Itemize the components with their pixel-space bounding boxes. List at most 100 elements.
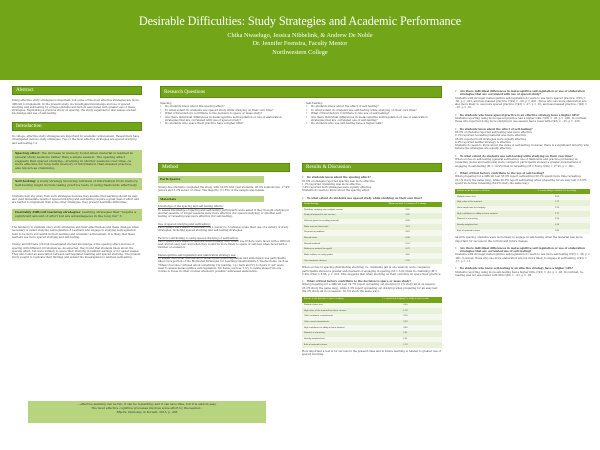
table-header: Factors in the decision to self-test [455,189,524,195]
rq-spacing: Spacing: Do students know about the spac… [160,101,296,127]
intro-paragraph-2: Students may shy away from such strategi… [12,194,139,205]
poster-title: Desirable Difficulties: Study Strategies… [138,14,462,28]
cell: 2.24 [372,241,442,248]
result-text: Students reporting using more self-testi… [455,270,584,277]
rq-item: Do students who use self-testing have a … [306,122,442,127]
rq-spacing-label: Spacing: [160,101,172,105]
spacing-factors-table: Factors in the decision to space studyin… [302,297,442,349]
desirable-term: Desirably difficult learning strategies [15,210,81,215]
bjork-quote: ...effective learning can be fun, it can… [28,401,266,423]
faculty-mentor: Dr. Jennifer Feenstra, Faculty Mentor [252,40,348,48]
cell: 3.30 [368,325,442,332]
cell: Make outlines or study guides [302,252,373,259]
institution: Northwestern College [272,48,328,56]
material-2-title: Use of spaced studying and self-testing: [158,222,211,226]
table-row: A lot of material to learn 1.73 [302,342,442,349]
table-header: Mean use from 1 = never to 5 = always [372,202,442,208]
material-1: Knowledge of the spacing and self-testin… [158,205,290,218]
results-q10: Do students who know self-testing is an … [455,267,590,271]
results-q9: Are there individual differences in meta… [455,247,590,254]
results-q6: Do students know about the effect of sel… [455,128,590,132]
cell: 3.43 [372,230,442,236]
cell: 3.79 [372,247,442,253]
result-text: When scores on self-testing (general sel… [455,158,582,168]
table-row: Material is interesting 2.41 [302,331,442,337]
cell: 3.62 [372,207,442,214]
table-row: Multiple choice test 3.04 [455,194,590,201]
material-3-text: Participants were asked to indicate what… [158,239,290,250]
cell: Other social commitments [302,319,369,326]
rq-item: Are there individual differences in meta… [160,115,296,123]
cell: 1.83 [524,228,590,235]
table-header: 1 = more likely to self-test 5 = less li… [524,189,590,195]
results-q4: Are there individual differences in meta… [455,90,590,97]
cell: High value of the material [455,200,524,206]
table-row: Heavily weighted test 1.61 [302,336,442,343]
cell: High confidence in ability to learn mate… [455,211,524,218]
table-row: Make and use flashcards 3.13 [302,224,442,231]
cell: Material is interesting [455,217,524,223]
rq-item: Do students who space their practice hav… [160,122,296,127]
intro-paragraph-3: The tendency to evaluate one's study str… [12,226,139,239]
quote-line-1: ...effective learning can be fun, it can… [77,402,217,406]
results-q5: Do students who know spaced practice is … [455,114,590,118]
introduction-heading: Introduction [12,121,142,132]
importance-text: How important a test is for success in t… [302,350,441,357]
participants-text: Ninety-five students completed the study… [158,185,290,192]
spacing-effect-definition: Spacing effect: the increase in memory f… [12,149,142,173]
desirable-def: : learning strategies that "require a si… [15,210,137,219]
cell: 4.39 [372,218,442,225]
table-row: Study all material in one session 2.49 [302,213,442,219]
materials-heading: Materials [158,196,264,203]
cell: Have ample time for studying [455,205,524,212]
cell: 3.03 [368,319,442,326]
cell: High confidence in ability to learn mate… [302,325,369,332]
cell: Self-test (practice recalling material) [302,218,373,225]
quote-citation: 3Bjork, Dunlosky, & Kornell, 2013, p. 43… [116,409,178,414]
table-row: Material is interesting 2.20 [455,217,590,223]
cell: Reread textbook [302,241,373,248]
cell: Distribute studying over multiple sessio… [302,207,373,214]
material-2-text: Participants were asked to indicate on a… [158,225,289,233]
cell: 1.73 [368,342,442,349]
material-4-text: To assess individual differences in meta… [158,257,289,274]
cell: 3.40 [368,302,442,309]
table-row: Multiple choice test 3.40 [302,302,442,309]
results-q3: What critical factors contribute to the … [302,280,442,284]
cell: 3.13 [372,224,442,231]
cell: Multiple choice test [455,194,524,201]
result-line: 2.1% reported re-reading material was mo… [455,134,526,138]
result-line: 65.3% of students reported self-testing … [455,130,532,134]
cell: 1.78 [368,308,442,314]
cell: Use mnemonic devices [302,258,373,265]
authors: Chika Nwaelugo, Jessica Nibbelink, & And… [227,32,373,39]
results-q8: What critical factors contribute to the … [455,172,590,176]
table-row: Distribute studying over multiple sessio… [302,207,442,214]
table-row: High confidence in ability to learn mate… [302,325,442,332]
cell: 1.45 [524,222,590,229]
cell: Reread notes [302,235,373,242]
result-text: When preparing for a difficult test 55.8… [455,175,587,185]
result-text: As with spacing, students were more like… [455,236,583,243]
cell: Heavily weighted test [302,336,369,343]
table-row: Use mnemonic devices 2.93 [302,258,442,265]
cell: Make and use flashcards [302,224,373,231]
result-line: Students do seem to know about the value… [455,144,590,151]
cell: Heavily weighted test [455,222,524,229]
cell: 3.19 [368,314,442,320]
material-1-title: Knowledge of the spacing and self-testin… [158,205,224,209]
cell: Study all material in one session [302,213,373,219]
abstract-heading: Abstract [12,86,142,96]
material-2: Use of spaced studying and self-testing:… [158,223,290,233]
selftest-term: Self-testing [15,178,36,183]
cell: Reference material to myself [302,247,373,253]
intro-paragraph-1: In college, effective study strategies a… [12,135,140,145]
cell: 3.65 [372,252,442,259]
table-row: Heavily weighted test 1.45 [455,222,590,229]
spacing-def: : the increase in memory found when mate… [15,150,133,171]
table-header: Factors in the decision to space studyin… [302,297,369,303]
cell: A lot of material to learn [455,228,524,235]
intro-paragraph-4: Susser and McCabe (2013)4 investigated s… [12,243,141,260]
material-4: Metacognitive self-regulation and elabor… [158,254,290,274]
quote-line-2: The most effective cognitive processes i… [91,405,203,410]
